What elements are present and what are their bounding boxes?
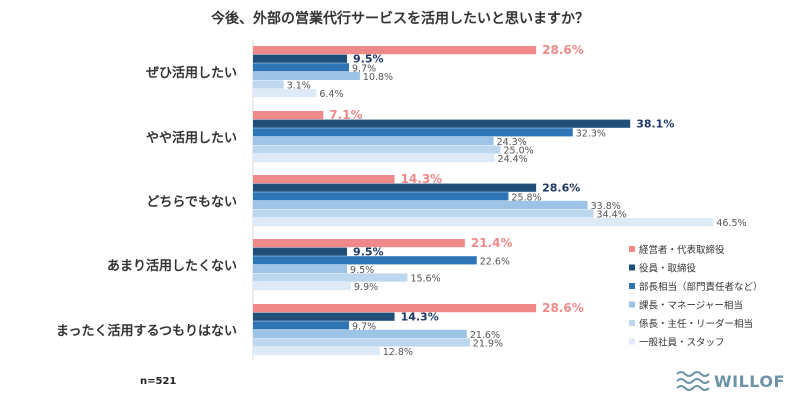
data-label: 9.5% [353, 53, 384, 66]
category-label: ぜひ活用したい [146, 65, 237, 81]
bar [253, 175, 395, 184]
data-label: 9.7% [352, 63, 376, 74]
data-label: 34.4% [597, 210, 627, 221]
legend-label: 役員・取締役 [639, 263, 697, 275]
data-label: 21.4% [471, 236, 513, 250]
data-label: 9.7% [352, 321, 376, 332]
data-label: 25.0% [504, 146, 534, 157]
bar [253, 136, 494, 145]
bar [253, 71, 360, 80]
data-label: 32.3% [576, 128, 606, 139]
data-label: 10.8% [363, 72, 393, 83]
bar [253, 80, 284, 89]
data-label: 3.1% [287, 81, 311, 92]
category-label: やや活用したい [146, 130, 237, 146]
data-label: 14.3% [401, 311, 439, 324]
data-label: 28.6% [542, 182, 580, 195]
bar [253, 247, 348, 256]
data-label: 22.6% [480, 256, 510, 267]
data-label: 24.3% [497, 137, 527, 148]
data-label: 14.3% [401, 172, 443, 186]
bar [253, 256, 477, 265]
data-label: 9.9% [354, 282, 378, 293]
bar [253, 239, 465, 248]
sample-size: n=521 [140, 376, 177, 387]
bar [253, 218, 714, 227]
bar [253, 329, 467, 338]
data-label: 21.9% [473, 339, 503, 350]
data-label: 12.8% [383, 347, 413, 358]
data-label: 24.4% [498, 154, 528, 165]
willof-logo: WILLOF [676, 370, 785, 392]
legend-swatch [629, 283, 635, 289]
legend-label: 部長相当（部門責任者など） [639, 281, 763, 293]
bar [253, 273, 408, 282]
data-label: 9.5% [350, 265, 374, 276]
bar [253, 145, 501, 154]
bar [253, 54, 348, 63]
bar [253, 192, 509, 201]
legend-label: 課長・マネージャー相当 [639, 300, 743, 312]
data-label: 38.1% [636, 118, 674, 131]
data-label: 46.5% [716, 218, 746, 229]
bar [253, 154, 495, 163]
bar [253, 63, 350, 72]
logo-text: WILLOF [714, 371, 785, 391]
wave-icon [676, 371, 710, 391]
data-label: 33.8% [591, 201, 621, 212]
bar [253, 321, 350, 330]
data-label: 28.6% [542, 301, 584, 315]
data-label: 9.5% [353, 246, 384, 259]
bar [253, 282, 352, 291]
category-label: あまり活用したくない [107, 258, 237, 274]
legend-swatch [629, 264, 635, 271]
bar [253, 209, 594, 218]
bar [253, 347, 380, 356]
bar [253, 183, 537, 192]
legend-label: 経営者・代表取締役 [639, 244, 725, 256]
data-label: 7.1% [329, 108, 362, 122]
bar [253, 46, 537, 55]
data-label: 6.4% [319, 89, 343, 100]
bar [253, 128, 573, 137]
bar [253, 304, 537, 313]
legend-swatch [629, 301, 635, 308]
bar [253, 119, 631, 128]
bar [253, 111, 324, 120]
bar [253, 312, 395, 321]
category-label: まったく活用するつもりはない [56, 323, 237, 339]
bar [253, 264, 348, 273]
chart-title: 今後、外部の営業代行サービスを活用したいと思いますか？ [211, 11, 589, 27]
data-label: 28.6% [542, 43, 584, 57]
bar [253, 200, 588, 209]
data-label: 21.6% [470, 330, 500, 341]
legend-swatch [629, 246, 635, 252]
legend-label: 係長・主任・リーダー相当 [639, 318, 753, 330]
bar [253, 89, 317, 98]
category-label: どちらでもない [146, 195, 237, 210]
legend-swatch [629, 338, 635, 345]
legend-swatch [629, 320, 635, 326]
data-label: 15.6% [410, 274, 440, 285]
bar [253, 338, 470, 347]
legend-label: 一般社員・スタッフ [639, 337, 725, 349]
data-label: 25.8% [511, 192, 541, 203]
